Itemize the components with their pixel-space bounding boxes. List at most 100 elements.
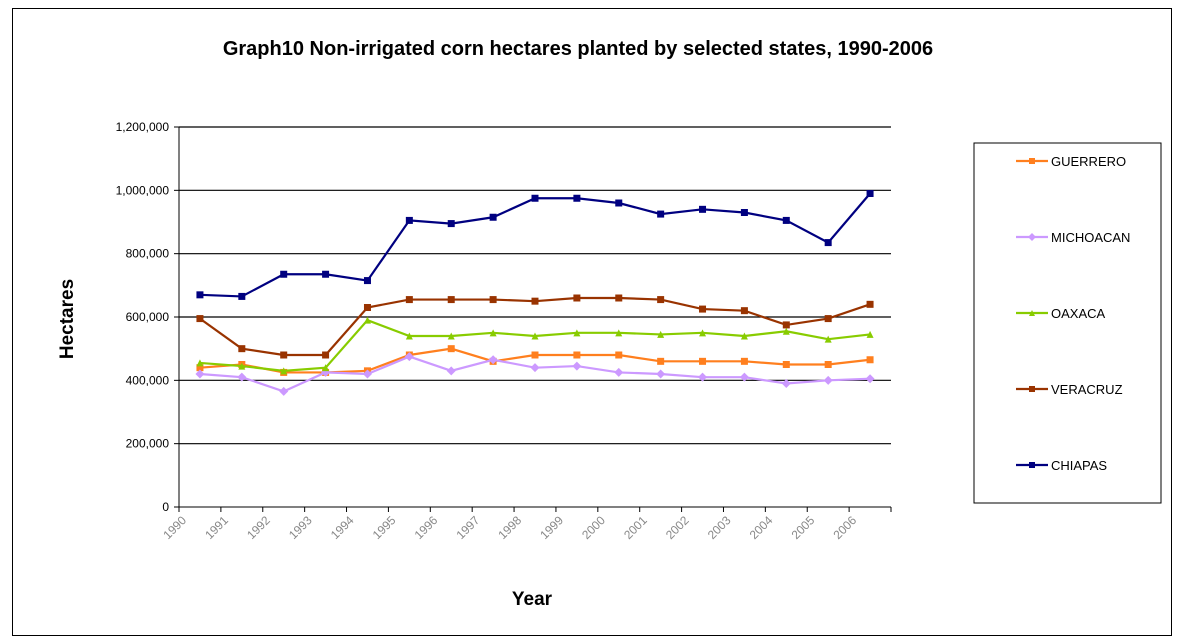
- chart-title: Graph10 Non-irrigated corn hectares plan…: [223, 38, 933, 60]
- data-point: [489, 296, 497, 304]
- x-tick-label: 1997: [454, 513, 483, 542]
- data-point: [405, 216, 413, 224]
- data-point: [615, 199, 623, 207]
- data-point: [614, 367, 624, 377]
- data-point: [573, 294, 581, 302]
- data-point: [531, 297, 539, 305]
- x-tick-label: 1999: [537, 513, 566, 542]
- data-point: [573, 329, 581, 337]
- series-line: [199, 355, 871, 393]
- y-tick-label: 600,000: [126, 310, 170, 324]
- data-point: [405, 332, 413, 340]
- x-tick-label: 2000: [579, 513, 608, 542]
- data-point: [489, 213, 497, 221]
- data-point: [739, 372, 749, 382]
- data-point: [447, 220, 455, 228]
- data-point: [1029, 310, 1035, 316]
- data-point: [279, 386, 289, 396]
- data-point: [446, 366, 456, 376]
- legend-label: CHIAPAS: [1051, 458, 1107, 473]
- data-point: [531, 351, 539, 359]
- y-tick-label: 1,000,000: [116, 183, 170, 197]
- y-tick-label: 800,000: [126, 247, 170, 261]
- data-point: [699, 305, 707, 313]
- x-tick-label: 1996: [412, 513, 441, 542]
- legend-label: OAXACA: [1051, 306, 1106, 321]
- data-point: [865, 374, 875, 384]
- y-tick-label: 0: [162, 500, 169, 514]
- data-point: [531, 194, 539, 202]
- y-tick-label: 400,000: [126, 373, 170, 387]
- data-point: [363, 277, 371, 285]
- data-point: [866, 300, 874, 308]
- data-point: [781, 379, 791, 388]
- legend-label: GUERRERO: [1051, 154, 1126, 169]
- data-point: [615, 329, 623, 337]
- x-axis-ticks: 1990 1991 1992 1993 1994 1995 1996 1997 1998 1999…: [160, 513, 859, 542]
- data-point: [573, 194, 581, 202]
- series-line: [199, 192, 871, 298]
- legend-label: MICHOACAN: [1051, 230, 1130, 245]
- data-point: [740, 209, 748, 216]
- x-tick-label: 2006: [830, 513, 859, 542]
- y-tick-label: 1,200,000: [116, 120, 170, 134]
- data-point: [363, 304, 371, 311]
- axes: [174, 126, 892, 512]
- chart-area: Graph10 Non-irrigated corn hectares plan…: [12, 8, 1172, 636]
- data-point: [824, 239, 832, 247]
- data-point: [866, 356, 874, 364]
- x-tick-label: 2001: [621, 513, 650, 542]
- data-point: [404, 352, 414, 362]
- x-tick-label: 1991: [202, 513, 231, 542]
- data-point: [657, 357, 665, 365]
- data-point: [447, 345, 455, 353]
- data-point: [196, 359, 204, 367]
- data-point: [740, 307, 748, 315]
- data-point: [699, 357, 707, 365]
- data-point: [699, 205, 707, 213]
- data-point: [195, 369, 205, 379]
- data-point: [196, 315, 204, 323]
- legend-box: [973, 142, 1162, 504]
- legend-label: VERACRUZ: [1051, 382, 1123, 397]
- line-chart: Graph10 Non-irrigated corn hectares plan…: [57, 38, 1162, 610]
- data-point: [657, 296, 665, 304]
- data-point: [782, 321, 790, 329]
- data-point: [698, 372, 708, 382]
- x-tick-label: 1994: [328, 513, 357, 542]
- data-point: [447, 332, 455, 340]
- x-tick-label: 1995: [370, 513, 399, 542]
- data-point: [405, 296, 413, 304]
- data-point: [322, 351, 330, 359]
- data-point: [866, 330, 874, 338]
- series-oaxaca: [196, 316, 874, 375]
- data-point: [824, 361, 832, 368]
- x-tick-label: 2005: [789, 513, 818, 542]
- data-point: [363, 316, 371, 324]
- data-point: [196, 291, 204, 299]
- data-point: [238, 345, 246, 353]
- data-point: [196, 364, 204, 372]
- data-point: [782, 327, 790, 335]
- data-point: [362, 369, 372, 379]
- data-point: [530, 363, 540, 373]
- x-tick-label: 1993: [286, 513, 315, 542]
- y-axis-ticks: 0 200,000 400,000 600,000 800,000 1,000,000 1,…: [116, 120, 170, 514]
- data-point: [572, 361, 582, 371]
- x-tick-label: 1992: [244, 513, 273, 542]
- x-axis-label: Year: [512, 589, 553, 610]
- data-point: [824, 335, 832, 343]
- y-axis-label: Hectares: [57, 279, 78, 359]
- data-point: [280, 270, 288, 278]
- y-tick-label: 200,000: [126, 437, 170, 451]
- data-point: [280, 351, 288, 359]
- x-tick-label: 1990: [160, 513, 189, 542]
- legend-item: OAXACA: [1016, 306, 1106, 321]
- legend-item: CHIAPAS: [1016, 458, 1107, 473]
- data-point: [823, 375, 833, 385]
- data-point: [782, 216, 790, 224]
- data-point: [740, 332, 748, 340]
- series-chiapas: [196, 190, 874, 300]
- data-point: [573, 351, 581, 359]
- data-point: [322, 270, 330, 278]
